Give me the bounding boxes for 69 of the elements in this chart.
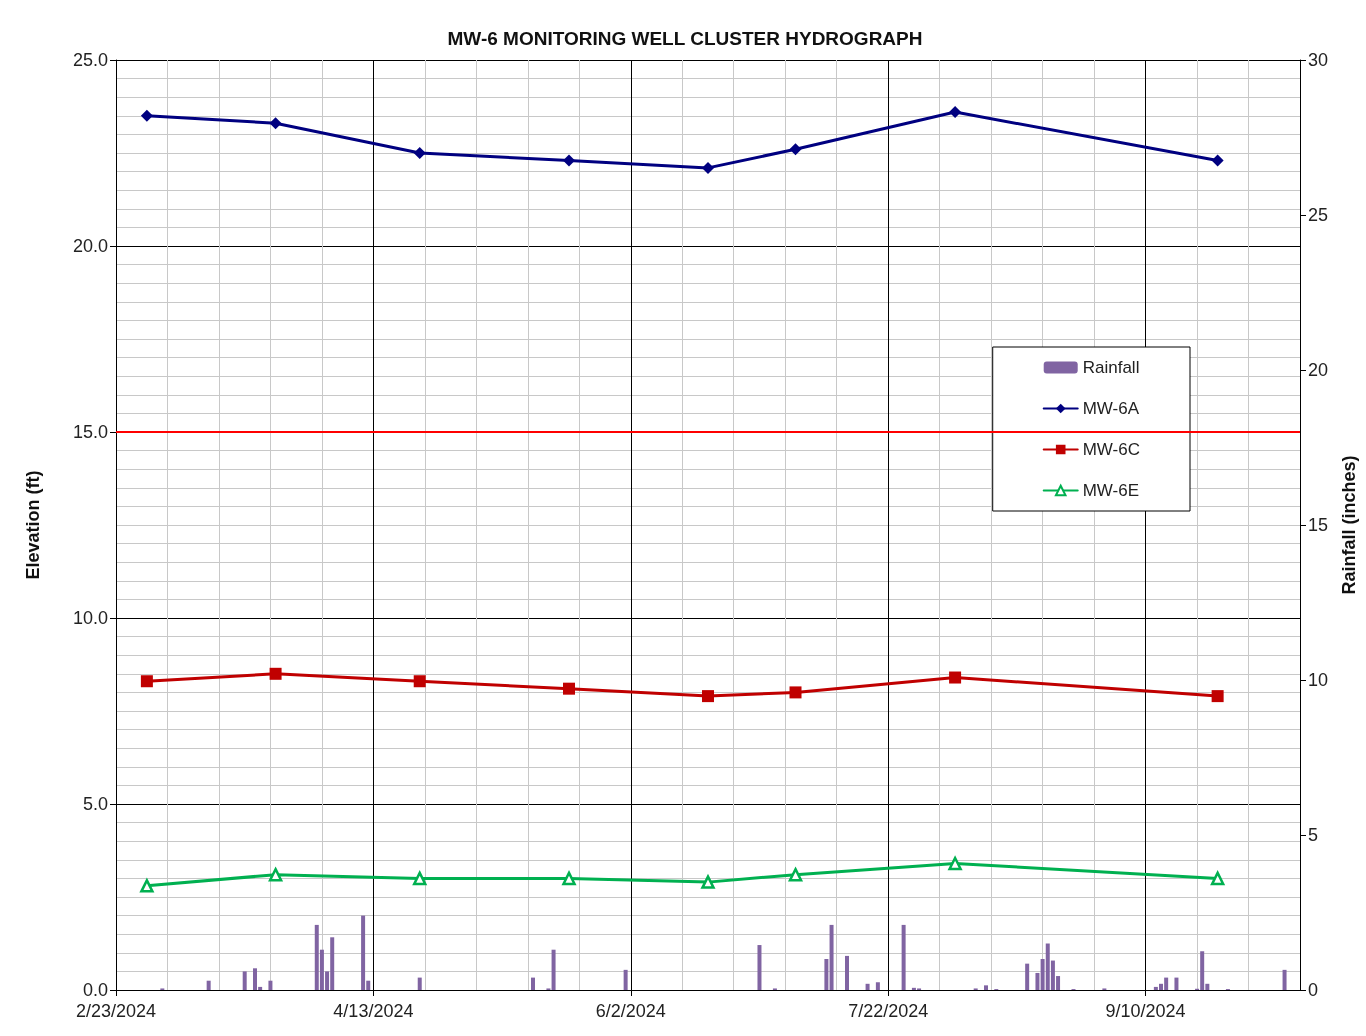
bar [417,977,422,990]
point [788,867,803,882]
point [949,671,962,684]
y2-tick-label: 15 [1308,515,1329,535]
point [412,871,427,886]
legend-label: MW-6A [1082,399,1140,418]
bar [757,945,762,990]
point [268,867,283,882]
point [140,675,153,688]
point [269,667,282,680]
y2-tick-label: 20 [1308,360,1329,380]
point [413,675,426,688]
bar [530,977,535,990]
legend-label: MW-6C [1082,440,1140,459]
y-tick-label: 20.0 [72,236,108,256]
point [948,856,962,871]
x-tick-label: 7/22/2024 [848,1001,929,1021]
y2-tick-label: 25 [1308,205,1329,225]
point [789,143,802,156]
bar [206,980,211,990]
bar [983,985,988,990]
point [562,871,576,886]
point [701,875,715,889]
bar [1174,977,1179,990]
bar [829,924,834,990]
y2-tick-label: 0 [1308,980,1319,1000]
bar [242,971,247,990]
point [1211,154,1224,167]
point [949,106,962,119]
point [1211,690,1224,703]
y-tick-label: 10.0 [72,608,108,628]
bar [551,949,556,990]
point [1210,871,1225,886]
x-tick-label: 6/2/2024 [595,1001,666,1021]
y2-tick-label: 30 [1308,50,1329,70]
legend-label: MW-6E [1082,481,1140,500]
bar [268,980,273,990]
bar [824,959,829,990]
bar [1035,972,1040,990]
x-tick-label: 9/10/2024 [1105,1001,1186,1021]
bar [844,955,849,990]
bar [875,982,880,990]
bar [1025,963,1030,990]
y-axis-title: Elevation (ft) [23,470,43,580]
chart-title: MW-6 MONITORING WELL CLUSTER HYDROGRAPH [447,28,923,49]
y2-axis-title: Rainfall (inches) [1339,455,1359,595]
bar [1282,969,1287,990]
bar [623,969,628,990]
point [789,686,802,699]
point [140,879,154,893]
bar [901,924,906,990]
y-tick-label: 15.0 [72,422,108,442]
point [140,109,153,122]
y-tick-label: 0.0 [82,980,108,1000]
point [413,147,426,159]
point [563,682,576,695]
y-tick-label: 5.0 [82,794,108,814]
bar [361,915,366,990]
y-tick-label: 25.0 [72,50,108,70]
bar [865,983,870,990]
point [269,117,282,130]
x-tick-label: 2/23/2024 [75,1001,157,1021]
point [563,154,576,167]
y2-tick-label: 5 [1308,825,1319,845]
y2-tick-label: 10 [1308,670,1329,690]
point [702,161,714,174]
legend-label: Rainfall [1082,358,1140,377]
point [702,690,714,703]
x-tick-label: 4/13/2024 [333,1001,414,1021]
